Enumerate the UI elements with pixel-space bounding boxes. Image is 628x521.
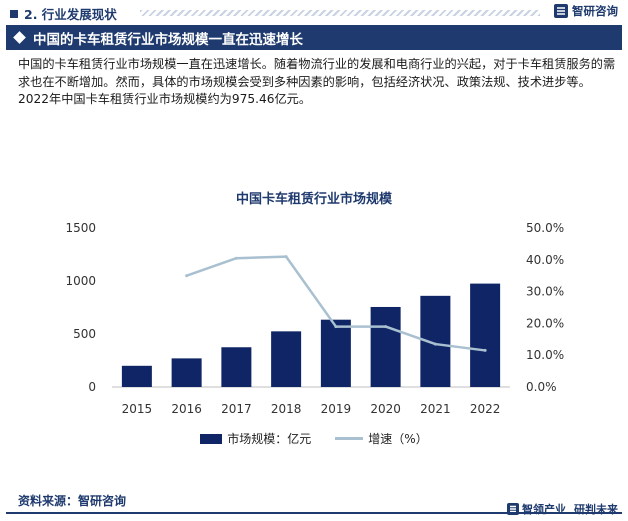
- x-tick-label: 2018: [271, 402, 302, 416]
- bar: [221, 347, 252, 387]
- footer-divider: [6, 512, 622, 514]
- x-tick-label: 2015: [122, 402, 153, 416]
- y-left-tick-label: 0: [88, 380, 96, 394]
- chart-title: 中国卡车租赁行业市场规模: [235, 192, 392, 207]
- line-point: [284, 255, 288, 259]
- x-tick-label: 2016: [171, 402, 202, 416]
- top-bar: 2. 行业发展现状 智研咨询: [0, 0, 628, 25]
- footer-logo: 智领产业 研判未来: [507, 501, 618, 517]
- footer-logo-right: 研判未来: [574, 503, 618, 516]
- line-point: [185, 274, 189, 278]
- y-left-tick-label: 500: [73, 327, 96, 341]
- legend-item-bar: 市场规模：亿元: [200, 430, 311, 447]
- legend-bar-swatch: [200, 433, 223, 444]
- bar: [320, 319, 351, 387]
- bar: [121, 365, 152, 387]
- legend-bar-label: 市场规模：亿元: [227, 432, 312, 446]
- intro-paragraph: 中国的卡车租赁行业市场规模一直在迅速增长。随着物流行业的发展和电商行业的兴起，对…: [18, 57, 616, 106]
- line-point: [433, 342, 437, 346]
- bar: [370, 306, 401, 387]
- y-right-tick-label: 30.0%: [526, 285, 564, 299]
- data-source: 资料来源：智研咨询: [18, 494, 127, 508]
- bar: [271, 331, 302, 387]
- line-point: [483, 348, 487, 352]
- chart-legend: 市场规模：亿元 增速（%）: [0, 430, 628, 447]
- legend-line-label: 增速（%）: [368, 432, 428, 446]
- y-right-tick-label: 50.0%: [526, 221, 564, 235]
- square-bullet-icon: [10, 9, 18, 18]
- decorative-stripe: [140, 10, 540, 16]
- y-right-tick-label: 0.0%: [526, 380, 557, 394]
- headline-banner: 中国的卡车租赁行业市场规模一直在迅速增长: [6, 25, 622, 50]
- headline-text: 中国的卡车租赁行业市场规模一直在迅速增长: [33, 31, 303, 48]
- x-tick-label: 2020: [370, 402, 401, 416]
- brand-mark-icon: [554, 4, 568, 18]
- section-heading: 2. 行业发展现状: [10, 4, 117, 23]
- brand-logo: 智研咨询: [554, 3, 618, 19]
- x-tick-label: 2017: [221, 402, 252, 416]
- line-point: [384, 325, 388, 329]
- legend-item-line: 增速（%）: [335, 430, 428, 447]
- y-left-tick-label: 1000: [65, 274, 96, 288]
- y-right-tick-label: 10.0%: [526, 348, 564, 362]
- y-right-tick-label: 40.0%: [526, 253, 564, 267]
- line-point: [334, 325, 338, 329]
- y-left-tick-label: 1500: [65, 221, 96, 235]
- legend-line-swatch: [335, 437, 364, 440]
- bar: [470, 283, 501, 387]
- bar: [171, 358, 202, 387]
- x-tick-label: 2021: [420, 402, 451, 416]
- brand-logo-text: 智研咨询: [572, 4, 618, 18]
- y-right-tick-label: 20.0%: [526, 316, 564, 330]
- x-tick-label: 2019: [321, 402, 352, 416]
- line-point: [234, 256, 238, 260]
- section-heading-text: 2. 行业发展现状: [24, 7, 117, 22]
- x-tick-label: 2022: [470, 402, 501, 416]
- footer-logo-left: 智领产业: [522, 503, 566, 516]
